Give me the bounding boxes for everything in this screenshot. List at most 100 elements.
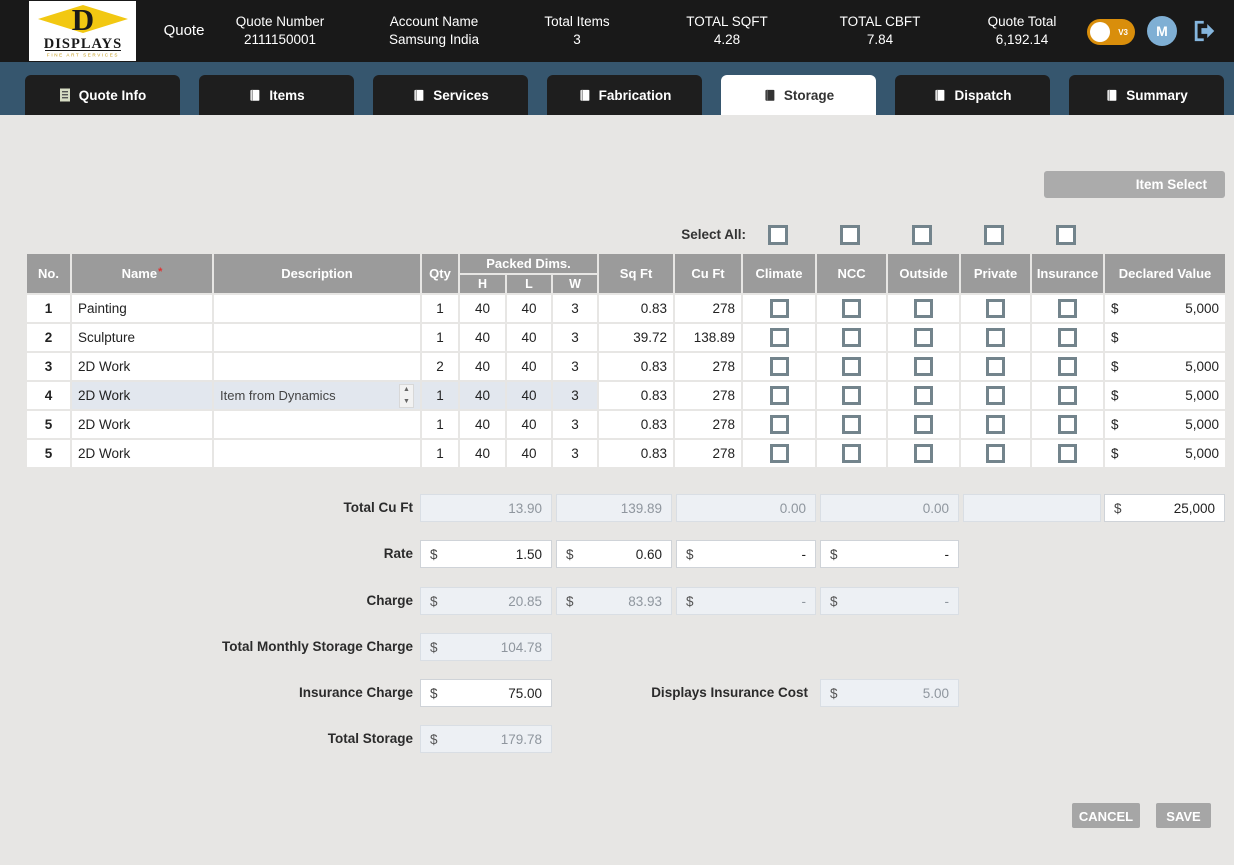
ncc-checkbox[interactable]	[842, 386, 862, 405]
ncc-checkbox[interactable]	[842, 357, 862, 376]
declared-value-cell[interactable]: $	[1105, 324, 1226, 351]
qty-cell[interactable]: 1	[422, 324, 458, 351]
dim-h-cell[interactable]: 40	[460, 440, 505, 467]
item-description-cell[interactable]: Item from Dynamics ▲ ▼	[214, 382, 420, 409]
private-checkbox[interactable]	[986, 357, 1006, 376]
ncc-checkbox[interactable]	[842, 328, 862, 347]
declared-value-cell[interactable]: $5,000	[1105, 382, 1226, 409]
dim-l-cell[interactable]: 40	[507, 411, 551, 438]
qty-cell[interactable]: 1	[422, 411, 458, 438]
user-avatar[interactable]: M	[1147, 16, 1177, 46]
qty-cell[interactable]: 1	[422, 440, 458, 467]
dim-w-cell[interactable]: 3	[553, 295, 598, 322]
insurance-checkbox[interactable]	[1058, 299, 1078, 318]
outside-checkbox[interactable]	[914, 328, 934, 347]
declared-value-cell[interactable]: $5,000	[1105, 440, 1226, 467]
private-checkbox[interactable]	[986, 415, 1006, 434]
declared-value-cell[interactable]: $5,000	[1105, 295, 1226, 322]
outside-checkbox[interactable]	[914, 444, 934, 463]
item-select-button[interactable]: Item Select	[1044, 171, 1225, 198]
tab-quote-info[interactable]: Quote Info	[25, 75, 180, 115]
private-checkbox[interactable]	[986, 328, 1006, 347]
item-name-cell[interactable]: Sculpture	[72, 324, 212, 351]
qty-cell[interactable]: 2	[422, 353, 458, 380]
outside-checkbox[interactable]	[914, 299, 934, 318]
item-name-cell[interactable]: Painting	[72, 295, 212, 322]
item-name-cell[interactable]: 2D Work	[72, 411, 212, 438]
dim-h-cell[interactable]: 40	[460, 411, 505, 438]
rate-field-2[interactable]: $0.60	[556, 540, 672, 568]
dim-l-cell[interactable]: 40	[507, 324, 551, 351]
climate-checkbox[interactable]	[769, 386, 789, 405]
item-description-cell[interactable]	[214, 324, 420, 351]
dim-h-cell[interactable]: 40	[460, 382, 505, 409]
description-scrollbar[interactable]: ▲ ▼	[399, 383, 414, 408]
ncc-checkbox[interactable]	[842, 299, 862, 318]
dim-w-cell[interactable]: 3	[553, 411, 598, 438]
insurance-checkbox[interactable]	[1058, 386, 1078, 405]
climate-checkbox[interactable]	[769, 299, 789, 318]
outside-checkbox[interactable]	[914, 357, 934, 376]
select-all-climate-checkbox[interactable]	[768, 225, 788, 245]
scroll-up-icon[interactable]: ▲	[403, 385, 410, 393]
rate-field-4[interactable]: $ -	[820, 540, 959, 568]
dim-l-cell[interactable]: 40	[507, 295, 551, 322]
item-name-cell[interactable]: 2D Work	[72, 353, 212, 380]
logout-button[interactable]	[1187, 16, 1217, 46]
dim-h-cell[interactable]: 40	[460, 295, 505, 322]
climate-checkbox[interactable]	[769, 328, 789, 347]
climate-checkbox[interactable]	[769, 444, 789, 463]
qty-cell[interactable]: 1	[422, 295, 458, 322]
select-all-private-checkbox[interactable]	[984, 225, 1004, 245]
item-description-cell[interactable]	[214, 353, 420, 380]
item-name-cell[interactable]: 2D Work	[72, 382, 212, 409]
ncc-checkbox[interactable]	[842, 415, 862, 434]
private-checkbox[interactable]	[986, 299, 1006, 318]
declared-value-cell[interactable]: $5,000	[1105, 411, 1226, 438]
tab-summary[interactable]: Summary	[1069, 75, 1224, 115]
qty-cell[interactable]: 1	[422, 382, 458, 409]
dim-w-cell[interactable]: 3	[553, 324, 598, 351]
dim-h-cell[interactable]: 40	[460, 324, 505, 351]
item-name-cell[interactable]: 2D Work	[72, 440, 212, 467]
private-checkbox[interactable]	[986, 444, 1006, 463]
dim-w-cell[interactable]: 3	[553, 440, 598, 467]
scroll-down-icon[interactable]: ▼	[403, 397, 410, 405]
total-declared-value-field[interactable]: $25,000	[1104, 494, 1225, 522]
tab-fabrication[interactable]: Fabrication	[547, 75, 702, 115]
climate-checkbox[interactable]	[769, 415, 789, 434]
insurance-checkbox[interactable]	[1058, 415, 1078, 434]
dim-l-cell[interactable]: 40	[507, 353, 551, 380]
dim-w-cell[interactable]: 3	[553, 353, 598, 380]
cancel-button[interactable]: CANCEL	[1072, 803, 1140, 828]
item-description-cell[interactable]	[214, 411, 420, 438]
outside-checkbox[interactable]	[914, 386, 934, 405]
dim-h-cell[interactable]: 40	[460, 353, 505, 380]
tab-services[interactable]: Services	[373, 75, 528, 115]
rate-field-3[interactable]: $ -	[676, 540, 816, 568]
insurance-checkbox[interactable]	[1058, 444, 1078, 463]
tab-dispatch[interactable]: Dispatch	[895, 75, 1050, 115]
dim-l-cell[interactable]: 40	[507, 382, 551, 409]
insurance-checkbox[interactable]	[1058, 328, 1078, 347]
insurance-charge-field[interactable]: $75.00	[420, 679, 552, 707]
ncc-checkbox[interactable]	[842, 444, 862, 463]
tab-storage[interactable]: Storage	[721, 75, 876, 115]
insurance-checkbox[interactable]	[1058, 357, 1078, 376]
outside-checkbox[interactable]	[914, 415, 934, 434]
dim-l-cell[interactable]: 40	[507, 440, 551, 467]
save-button[interactable]: SAVE	[1156, 803, 1211, 828]
climate-checkbox[interactable]	[769, 357, 789, 376]
version-toggle[interactable]: V3	[1087, 19, 1135, 45]
select-all-outside-checkbox[interactable]	[912, 225, 932, 245]
declared-value: 5,000	[1185, 359, 1220, 374]
select-all-insurance-checkbox[interactable]	[1056, 225, 1076, 245]
item-description-cell[interactable]	[214, 440, 420, 467]
dim-w-cell[interactable]: 3	[553, 382, 598, 409]
private-checkbox[interactable]	[986, 386, 1006, 405]
tab-items[interactable]: Items	[199, 75, 354, 115]
select-all-ncc-checkbox[interactable]	[840, 225, 860, 245]
declared-value-cell[interactable]: $5,000	[1105, 353, 1226, 380]
rate-field-1[interactable]: $1.50	[420, 540, 552, 568]
item-description-cell[interactable]	[214, 295, 420, 322]
